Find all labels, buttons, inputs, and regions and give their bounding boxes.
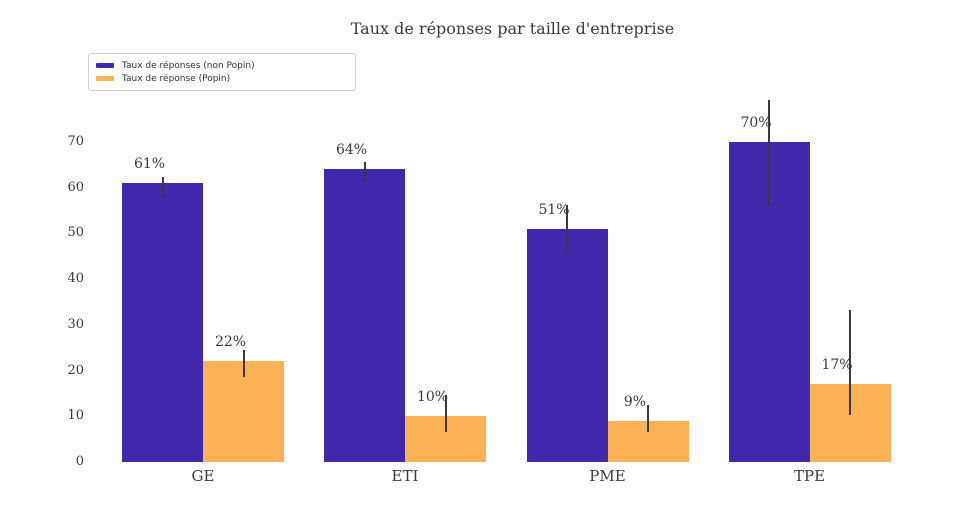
legend-swatch-popin [96,76,114,81]
bar-ge-popin [203,361,284,462]
bar-value-label-tpe-popin: 17% [821,357,853,374]
bar-eti-non-popin [324,169,405,462]
bar-value-label-eti-popin: 10% [416,389,449,406]
legend-label-popin: Taux de réponse (Popin) [122,73,231,84]
error-bar-ge-popin [242,350,245,378]
y-tick-label: 60 [67,179,84,195]
error-bar-eti-popin [444,395,447,432]
y-tick-label: 20 [67,362,84,378]
y-tick-label: 10 [67,408,84,424]
legend-label-non-popin: Taux de réponses (non Popin) [122,60,255,71]
x-tick-label-ge: GE [191,467,215,485]
x-tick-label-eti: ETI [391,467,419,485]
error-bar-tpe-popin [849,309,851,415]
error-bar-eti-non-popin [363,161,366,182]
bar-value-label-pme-non-popin: 51% [538,201,570,218]
bar-value-label-ge-non-popin: 61% [133,156,166,173]
chart-title: Taux de réponses par taille d'entreprise [350,19,675,38]
legend-item-popin: Taux de réponse (Popin) [96,72,347,85]
y-tick-label: 30 [67,316,84,332]
y-tick-label: 40 [67,271,84,287]
y-tick-label: 0 [75,454,84,469]
bar-pme-non-popin [526,228,608,462]
bar-value-label-eti-non-popin: 64% [335,142,368,159]
legend-item-non-popin: Taux de réponses (non Popin) [96,59,347,72]
bar-value-label-ge-popin: 22% [214,334,247,351]
error-bar-pme-non-popin [566,205,568,254]
bar-value-label-tpe-non-popin: 70% [740,115,772,131]
error-bar-pme-popin [647,405,649,432]
legend-swatch-non-popin [96,63,114,68]
x-tick-label-tpe: TPE [793,467,826,485]
y-tick-label: 70 [67,134,84,149]
error-bar-tpe-non-popin [768,99,770,207]
bar-value-label-pme-popin: 9% [623,393,647,410]
bar-ge-non-popin [122,183,203,462]
x-tick-label-pme: PME [589,467,626,485]
y-tick-label: 50 [67,225,84,241]
error-bar-ge-non-popin [161,176,164,198]
legend: Taux de réponses (non Popin) Taux de rép… [88,53,356,91]
